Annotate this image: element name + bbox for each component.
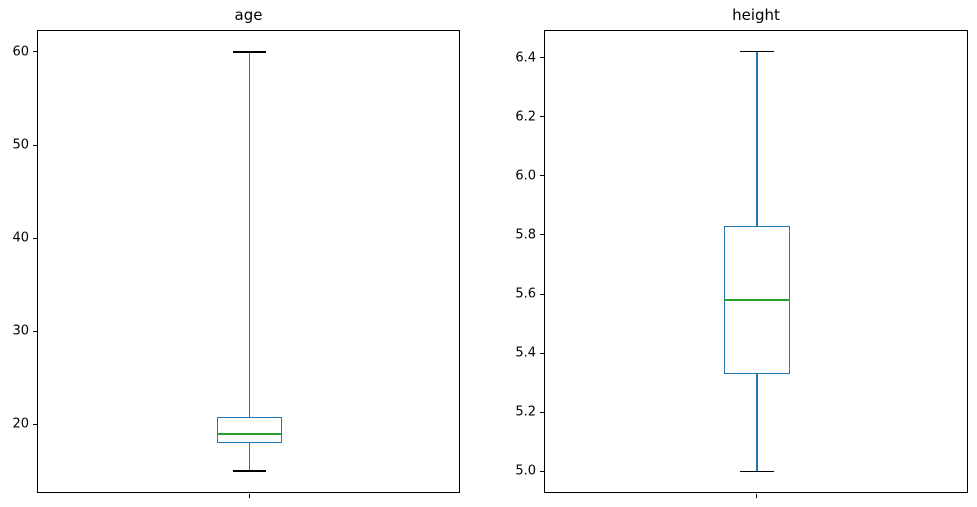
y-axis-tick-label: 6.2	[515, 109, 536, 125]
y-axis-tick-label: 30	[12, 323, 29, 339]
y-axis-tick-mark	[540, 352, 544, 354]
boxplot-lower-cap	[232, 470, 266, 472]
y-axis-tick-mark	[540, 234, 544, 236]
y-axis-tick-label: 5.4	[515, 345, 536, 361]
boxplot-upper-cap	[740, 50, 774, 53]
y-axis-tick-mark	[540, 175, 544, 177]
y-axis-tick-label: 20	[12, 416, 29, 432]
y-axis-tick-label: 5.8	[515, 227, 536, 243]
boxplot-box	[216, 417, 282, 444]
y-axis-tick-mark	[540, 293, 544, 295]
y-axis-tick-mark	[33, 423, 37, 425]
y-axis-tick-label: 50	[12, 137, 29, 153]
y-axis-tick-label: 5.0	[515, 463, 536, 479]
axes-height: height 5.0 5.2 5.4 5.6 5.8 6.0 6.2 6.4	[515, 6, 968, 498]
y-axis-tick-label: 6.0	[515, 168, 536, 184]
plot-title-age: age	[234, 6, 263, 24]
y-axis-tick-mark	[33, 144, 37, 146]
y-axis-tick-mark	[540, 57, 544, 59]
y-axis-tick-mark	[540, 470, 544, 472]
boxplot-lower-whisker	[248, 443, 251, 472]
y-axis-tick-label: 60	[12, 44, 29, 60]
y-axis-tick-mark	[540, 411, 544, 413]
y-axis-tick-label: 6.4	[515, 50, 536, 66]
axes-age: age 20 30 40 50 60	[12, 6, 460, 498]
y-axis-tick-label: 5.2	[515, 404, 536, 420]
x-axis-tick-mark	[756, 494, 758, 498]
plot-title-height: height	[732, 6, 780, 24]
boxplot-upper-cap	[232, 51, 266, 53]
y-axis-tick-mark	[33, 330, 37, 332]
boxplot-lower-whisker	[756, 373, 758, 472]
y-axis-tick-mark	[33, 237, 37, 239]
y-axis-tick-label: 40	[12, 230, 29, 246]
y-axis-tick-mark	[33, 51, 37, 53]
boxplot-upper-whisker	[756, 51, 758, 227]
y-axis-tick-mark	[540, 116, 544, 118]
x-axis-tick-mark	[248, 494, 250, 498]
boxplot-median-line	[216, 432, 282, 435]
y-axis-tick-label: 5.6	[515, 286, 536, 302]
boxplot-lower-cap	[740, 470, 774, 473]
boxplot-median-line	[724, 299, 790, 301]
boxplot-upper-whisker	[248, 51, 251, 418]
